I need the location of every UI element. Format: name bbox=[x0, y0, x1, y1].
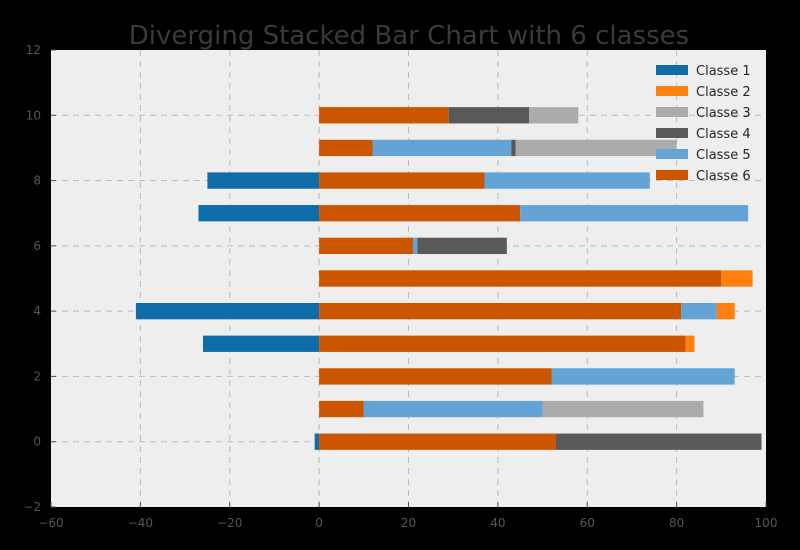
bar-classe-5-4 bbox=[681, 302, 717, 320]
x-tick-label: 40 bbox=[490, 516, 505, 530]
legend-label-classe-2: Classe 2 bbox=[696, 85, 751, 100]
bar-classe-6-1 bbox=[319, 400, 364, 418]
bar-classe-6-5 bbox=[319, 270, 722, 287]
bar-classe-1-3 bbox=[202, 335, 320, 352]
x-tick-label: −20 bbox=[217, 516, 242, 530]
y-tick-label: 12 bbox=[26, 43, 41, 57]
bar-classe-2-4 bbox=[716, 302, 735, 320]
x-tick-label: 80 bbox=[669, 516, 684, 530]
legend-label-classe-4: Classe 4 bbox=[696, 127, 751, 142]
y-tick-label: 4 bbox=[33, 304, 41, 318]
x-tick-label: 20 bbox=[401, 516, 416, 530]
bar-classe-5-9 bbox=[372, 139, 512, 157]
bar-classe-6-4 bbox=[319, 302, 682, 320]
chart-title: Diverging Stacked Bar Chart with 6 class… bbox=[129, 21, 689, 51]
y-tick-label: 10 bbox=[26, 108, 41, 122]
bar-classe-2-3 bbox=[685, 335, 695, 352]
legend-swatch-classe-4 bbox=[656, 128, 688, 138]
legend: Classe 1 Classe 2 Classe 3 Classe 4 Classe 5… bbox=[656, 64, 751, 184]
bar-classe-6-9 bbox=[319, 139, 373, 157]
bar-classe-1-8 bbox=[207, 172, 320, 189]
legend-swatch-classe-5 bbox=[656, 149, 688, 159]
bars bbox=[135, 107, 762, 450]
bar-classe-3-1 bbox=[542, 400, 704, 418]
legend-swatch-classe-1 bbox=[656, 65, 688, 75]
bar-classe-3-10 bbox=[529, 107, 579, 124]
legend-label-classe-6: Classe 6 bbox=[696, 169, 751, 184]
y-tick-label: −2 bbox=[23, 500, 41, 514]
legend-swatch-classe-3 bbox=[656, 107, 688, 117]
bar-classe-4-10 bbox=[448, 107, 530, 124]
bar-classe-5-6 bbox=[412, 237, 418, 255]
bar-classe-5-2 bbox=[551, 368, 735, 385]
legend-label-classe-5: Classe 5 bbox=[696, 148, 751, 163]
y-tick-label: 6 bbox=[33, 239, 41, 253]
bar-classe-3-9 bbox=[515, 139, 677, 157]
legend-label-classe-3: Classe 3 bbox=[696, 106, 751, 121]
bar-classe-6-10 bbox=[319, 107, 449, 124]
bar-classe-5-1 bbox=[363, 400, 543, 418]
bar-classe-6-8 bbox=[319, 172, 485, 189]
x-tick-label: 100 bbox=[755, 516, 778, 530]
bar-classe-6-0 bbox=[319, 433, 556, 450]
y-tick-label: 2 bbox=[33, 369, 41, 383]
bar-classe-5-7 bbox=[520, 205, 749, 222]
legend-label-classe-1: Classe 1 bbox=[696, 64, 751, 79]
bar-classe-1-0 bbox=[314, 433, 320, 450]
bar-classe-1-4 bbox=[135, 302, 320, 320]
legend-swatch-classe-6 bbox=[656, 170, 688, 180]
x-tick-label: −60 bbox=[38, 516, 63, 530]
bar-classe-6-6 bbox=[319, 237, 413, 255]
y-tick-label: 8 bbox=[33, 174, 41, 188]
bar-classe-2-5 bbox=[721, 270, 753, 287]
x-tick-label: 0 bbox=[315, 516, 323, 530]
x-tick-label: −40 bbox=[128, 516, 153, 530]
bar-classe-4-0 bbox=[555, 433, 762, 450]
bar-classe-6-7 bbox=[319, 205, 521, 222]
x-tick-label: 60 bbox=[580, 516, 595, 530]
bar-classe-4-9 bbox=[511, 139, 516, 157]
bar-classe-1-7 bbox=[198, 205, 320, 222]
bar-classe-6-2 bbox=[319, 368, 552, 385]
legend-swatch-classe-2 bbox=[656, 86, 688, 96]
bar-classe-6-3 bbox=[319, 335, 686, 352]
y-tick-label: 0 bbox=[33, 435, 41, 449]
bar-classe-4-6 bbox=[417, 237, 507, 255]
bar-classe-5-8 bbox=[484, 172, 650, 189]
